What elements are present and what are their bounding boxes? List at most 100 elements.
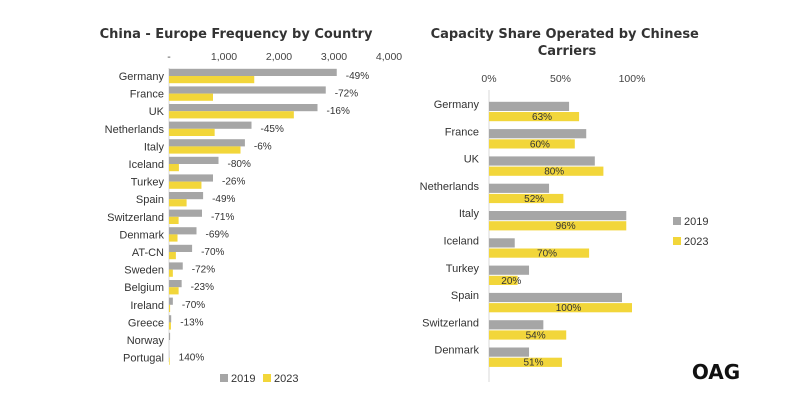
legend-swatch-2019	[220, 374, 228, 382]
category-label-netherlands: Netherlands	[420, 181, 480, 193]
change-label-spain: -49%	[212, 194, 235, 205]
frequency-chart-title: China - Europe Frequency by Country	[100, 27, 373, 42]
category-label-turkey: Turkey	[446, 263, 480, 275]
data-label-2023-italy: 96%	[556, 221, 576, 232]
x-tick-label: 3,000	[321, 51, 347, 63]
category-label-portugal: Portugal	[123, 353, 164, 365]
capacity-legend: 2019 2023	[673, 216, 708, 248]
bar-2019-norway	[169, 333, 170, 340]
bar-2019-turkey	[489, 266, 529, 275]
bar-2019-iceland	[169, 157, 219, 164]
bar-2023-ireland	[169, 305, 170, 312]
x-tick-label: 2,000	[266, 51, 292, 63]
category-label-ireland: Ireland	[130, 300, 164, 312]
bar-2023-at-cn	[169, 252, 176, 259]
change-label-portugal: 140%	[179, 353, 205, 364]
category-label-spain: Spain	[451, 290, 479, 302]
category-label-sweden: Sweden	[124, 265, 164, 277]
category-label-france: France	[445, 126, 479, 138]
bar-2023-spain	[169, 199, 187, 206]
data-label-2023-france: 60%	[530, 139, 550, 150]
bar-2023-germany	[169, 76, 254, 83]
category-label-denmark: Denmark	[119, 229, 164, 241]
bar-2019-italy	[169, 139, 245, 146]
category-label-norway: Norway	[127, 335, 165, 347]
change-label-turkey: -26%	[222, 177, 245, 188]
x-tick-label: 4,000	[376, 51, 402, 63]
bar-2019-greece	[169, 315, 171, 322]
frequency-legend: 2019 2023	[220, 373, 298, 385]
data-label-2023-netherlands: 52%	[524, 194, 544, 205]
category-label-switzerland: Switzerland	[107, 212, 164, 224]
change-label-ireland: -70%	[182, 300, 205, 311]
bar-2019-uk	[169, 104, 318, 111]
category-label-france: France	[130, 89, 164, 101]
capacity-share-chart: Capacity Share Operated by Chinese Carri…	[420, 27, 709, 382]
bar-2019-denmark	[169, 227, 197, 234]
bar-2019-ireland	[169, 298, 173, 305]
legend-swatch-2023	[263, 374, 271, 382]
bar-2019-netherlands	[489, 184, 549, 193]
data-label-2023-spain: 100%	[556, 303, 582, 314]
category-label-uk: UK	[464, 154, 480, 166]
change-label-netherlands: -45%	[261, 124, 284, 135]
bar-2019-germany	[169, 69, 337, 76]
change-label-switzerland: -71%	[211, 212, 234, 223]
capacity-chart-title-line1: Capacity Share Operated by Chinese Carri…	[431, 27, 704, 59]
bar-2023-italy	[169, 146, 241, 153]
category-label-germany: Germany	[434, 99, 480, 111]
change-label-iceland: -80%	[228, 159, 251, 170]
bar-2023-netherlands	[169, 129, 215, 136]
data-label-2023-iceland: 70%	[537, 249, 557, 260]
data-label-2023-switzerland: 54%	[526, 330, 546, 341]
bar-2019-belgium	[169, 280, 182, 287]
change-label-denmark: -69%	[206, 229, 229, 240]
capacity-title-line-1: Capacity Share Operated by Chinese	[431, 27, 699, 42]
x-tick-label: 50%	[550, 73, 571, 85]
change-label-uk: -16%	[327, 106, 350, 117]
bar-2019-italy	[489, 211, 626, 220]
bar-2019-switzerland	[489, 320, 543, 329]
bar-2019-switzerland	[169, 210, 202, 217]
frequency-bars: Germany-49%France-72%UK-16%Netherlands-4…	[105, 69, 370, 365]
category-label-switzerland: Switzerland	[422, 317, 479, 329]
category-label-iceland: Iceland	[444, 236, 479, 248]
category-label-turkey: Turkey	[131, 177, 165, 189]
x-tick-label: 0%	[481, 73, 496, 85]
legend-swatch-2019	[673, 217, 681, 225]
bar-2023-france	[169, 94, 213, 101]
x-tick-label: 1,000	[211, 51, 237, 63]
category-label-greece: Greece	[128, 317, 164, 329]
bar-2019-iceland	[489, 238, 515, 247]
change-label-belgium: -23%	[191, 282, 214, 293]
change-label-france: -72%	[335, 89, 358, 100]
bar-2019-denmark	[489, 348, 529, 357]
change-label-greece: -13%	[180, 317, 203, 328]
change-label-at-cn: -70%	[201, 247, 224, 258]
x-tick-label: 100%	[619, 73, 646, 85]
category-label-spain: Spain	[136, 194, 164, 206]
bar-2023-denmark	[169, 234, 178, 241]
category-label-uk: UK	[149, 106, 165, 118]
data-label-2023-uk: 80%	[544, 167, 564, 178]
data-label-2023-turkey: 20%	[501, 276, 521, 287]
bar-2023-portugal	[169, 358, 170, 365]
bar-2019-netherlands	[169, 122, 252, 129]
category-label-denmark: Denmark	[434, 345, 479, 357]
legend-label-2023: 2023	[684, 236, 708, 248]
category-label-netherlands: Netherlands	[105, 124, 165, 136]
bar-2019-spain	[169, 192, 203, 199]
bar-2019-sweden	[169, 262, 183, 269]
legend-label-2019: 2019	[231, 373, 255, 385]
bar-2019-turkey	[169, 174, 213, 181]
x-tick-label: -	[167, 51, 171, 63]
bar-2023-belgium	[169, 287, 179, 294]
legend-label-2023: 2023	[274, 373, 298, 385]
change-label-sweden: -72%	[192, 265, 215, 276]
bar-2023-iceland	[169, 164, 179, 171]
data-label-2023-germany: 63%	[532, 112, 552, 123]
bar-2019-germany	[489, 102, 569, 111]
bar-2019-spain	[489, 293, 622, 302]
oag-logo: OAG	[692, 360, 740, 384]
